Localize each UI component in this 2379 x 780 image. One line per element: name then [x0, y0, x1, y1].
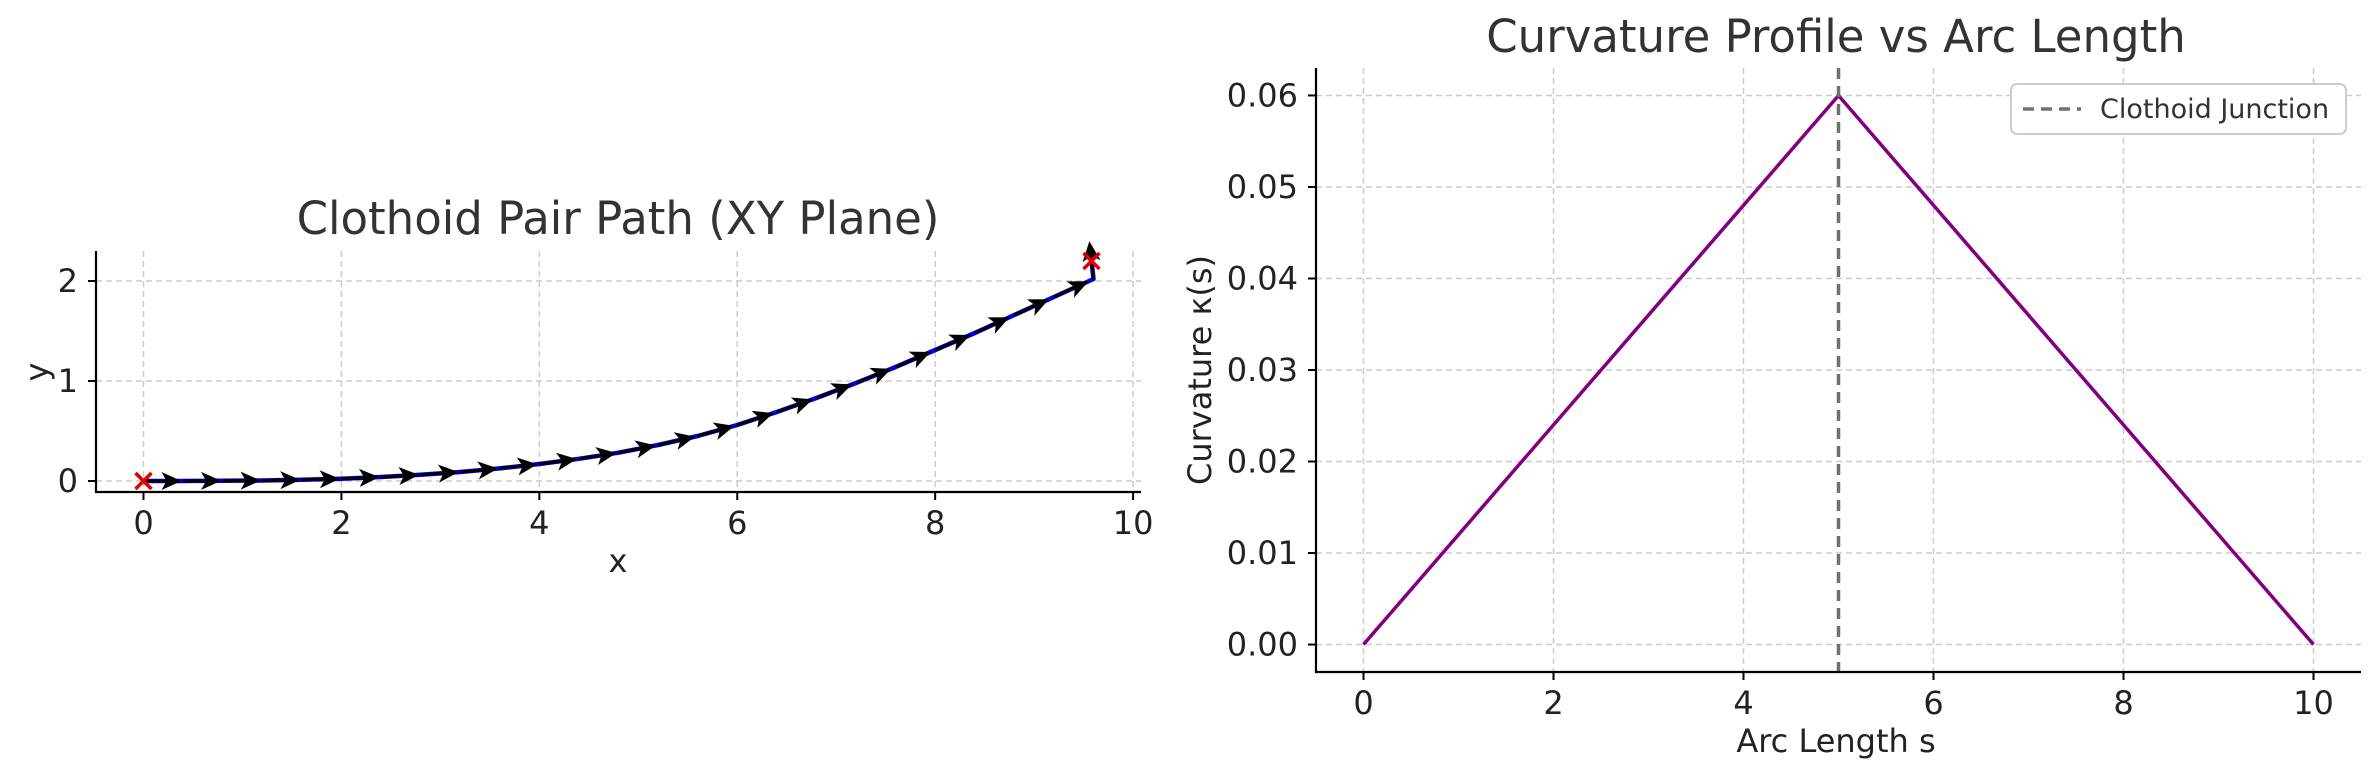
left-path-series: [143, 260, 1096, 484]
direction-arrow: [143, 472, 182, 490]
right-y-ticks: 0.00 0.01 0.02 0.03 0.04 0.05 0.06: [1227, 76, 1316, 664]
direction-arrow: [578, 447, 617, 465]
right-x-tick-label: 4: [1733, 684, 1753, 722]
direction-arrow: [380, 467, 419, 485]
direction-arrow: [736, 410, 774, 428]
right-y-tick-label: 0.02: [1227, 443, 1298, 481]
left-x-tick-label: 0: [133, 504, 153, 542]
right-y-tick-label: 0.03: [1227, 351, 1298, 389]
left-x-tick-label: 2: [331, 504, 351, 542]
right-y-tick-label: 0.05: [1227, 168, 1298, 206]
right-x-tick-label: 6: [1923, 684, 1943, 722]
direction-arrow: [420, 464, 459, 483]
direction-arrow: [341, 468, 380, 487]
left-x-tick-label: 8: [925, 504, 945, 542]
direction-arrow: [855, 367, 892, 385]
direction-arrow: [262, 471, 301, 490]
direction-arrow: [934, 334, 971, 352]
right-curvature-series: [1362, 68, 2315, 672]
left-chart: Clothoid Pair Path (XY Plane) 0 2 4 6 8 10 0 1…: [18, 192, 1153, 580]
direction-arrow: [1053, 281, 1089, 299]
right-x-tick-label: 0: [1353, 684, 1373, 722]
left-x-ticks: 0 2 4 6 8 10: [133, 492, 1153, 542]
right-y-tick-label: 0.00: [1227, 626, 1298, 664]
right-x-tick-label: 2: [1543, 684, 1563, 722]
legend: Clothoid Junction: [2010, 83, 2347, 135]
direction-arrow: [301, 470, 340, 489]
left-direction-arrows: [143, 241, 1101, 490]
direction-arrow: [1013, 299, 1049, 317]
direction-arrow: [815, 383, 852, 401]
direction-arrow: [222, 471, 261, 490]
legend-junction-label: Clothoid Junction: [2100, 94, 2329, 125]
direction-arrow: [697, 422, 735, 440]
left-y-tick-label: 0: [58, 462, 78, 500]
legend-box: [2010, 83, 2347, 135]
left-endpoint-markers: [134, 251, 1101, 491]
right-y-tick-label: 0.06: [1227, 76, 1298, 114]
direction-arrow: [499, 457, 538, 476]
left-x-tick-label: 6: [727, 504, 747, 542]
left-x-tick-label: 10: [1113, 504, 1154, 542]
right-x-axis-label: Arc Length s: [1736, 722, 1935, 760]
right-x-tick-label: 8: [2113, 684, 2133, 722]
right-y-axis-label: Curvature κ(s): [1181, 255, 1219, 485]
left-y-axis-label: y: [18, 363, 56, 382]
left-gridlines: [96, 251, 1141, 492]
left-x-tick-label: 4: [529, 504, 549, 542]
right-y-tick-label: 0.01: [1227, 534, 1298, 572]
direction-arrow: [776, 397, 813, 415]
left-y-ticks: 0 1 2: [58, 262, 96, 500]
direction-arrow: [539, 452, 577, 471]
direction-arrow: [183, 471, 222, 490]
endpoint-marker-start: [134, 471, 153, 491]
direction-arrow: [895, 351, 931, 369]
direction-arrow: [618, 440, 656, 459]
left-y-tick-label: 2: [58, 262, 78, 300]
right-x-ticks: 0 2 4 6 8 10: [1353, 672, 2334, 722]
direction-arrow: [974, 317, 1010, 335]
right-chart: Curvature Profile vs Arc Length 0 2 4 6 8 10 …: [1181, 10, 2361, 760]
path-line: [143, 260, 1096, 484]
left-x-axis-label: x: [609, 542, 628, 580]
right-y-tick-label: 0.04: [1227, 259, 1298, 297]
right-chart-title: Curvature Profile vs Arc Length: [1486, 10, 2185, 63]
left-chart-title: Clothoid Pair Path (XY Plane): [297, 192, 940, 245]
endpoint-marker-end: [1082, 251, 1101, 271]
direction-arrow: [657, 432, 696, 450]
right-x-tick-label: 10: [2293, 684, 2334, 722]
right-gridlines: [1316, 68, 2361, 672]
left-y-tick-label: 1: [58, 362, 78, 400]
direction-arrow: [460, 461, 499, 480]
